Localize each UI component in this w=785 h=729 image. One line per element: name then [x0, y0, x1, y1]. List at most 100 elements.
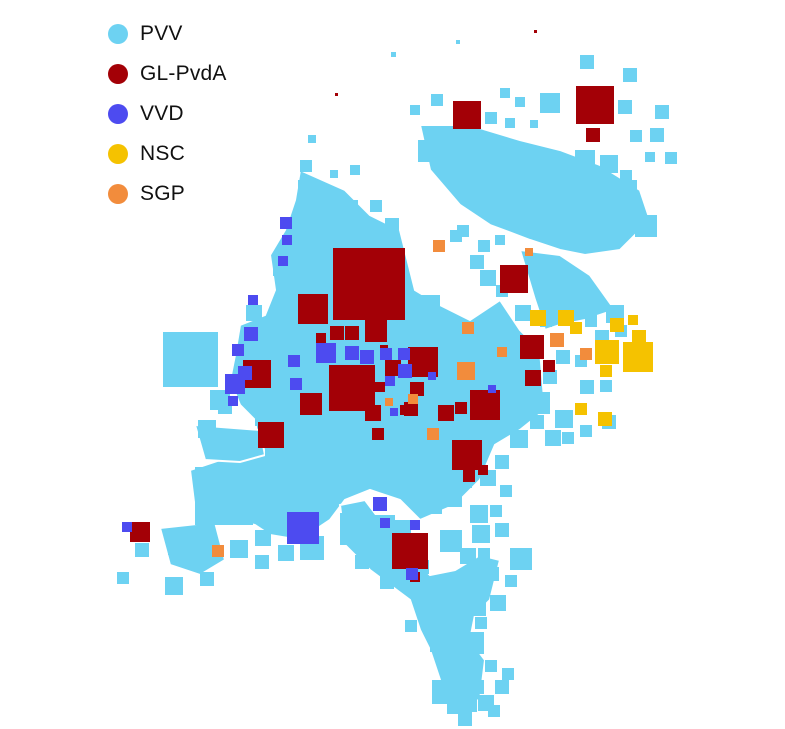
municipality-square-vvd-222: [288, 355, 300, 367]
municipality-square-nsc-249: [598, 412, 612, 426]
municipality-square-nsc-244: [570, 322, 582, 334]
municipality-square-pvv-39: [490, 205, 504, 219]
municipality-square-gl-pvda-195: [410, 382, 424, 396]
municipality-square-nsc-240: [595, 340, 619, 364]
municipality-square-pvv-70: [198, 420, 216, 438]
municipality-square-sgp-255: [408, 394, 418, 404]
municipality-square-pvv-146: [255, 555, 269, 569]
municipality-square-gl-pvda-207: [392, 533, 428, 569]
municipality-square-pvv-144: [255, 530, 271, 546]
municipality-square-gl-pvda-179: [453, 101, 481, 129]
municipality-square-pvv-112: [460, 548, 476, 564]
municipality-square-pvv-49: [520, 215, 534, 229]
municipality-square-pvv-47: [580, 190, 590, 200]
municipality-square-pvv-151: [117, 572, 129, 584]
municipality-square-pvv-149: [168, 545, 178, 555]
municipality-square-pvv-83: [372, 438, 394, 460]
municipality-square-pvv-111: [440, 530, 462, 552]
municipality-square-pvv-99: [505, 395, 521, 411]
municipality-square-nsc-239: [623, 342, 653, 372]
municipality-square-pvv-52: [308, 135, 316, 143]
municipality-square-sgp-258: [212, 545, 224, 557]
municipality-square-pvv-102: [420, 390, 442, 412]
municipality-square-pvv-113: [478, 548, 490, 560]
municipality-square-pvv-263: [456, 40, 460, 44]
municipality-square-pvv-155: [428, 580, 440, 592]
municipality-square-pvv-42: [555, 225, 569, 239]
municipality-square-pvv-137: [380, 575, 394, 589]
municipality-square-vvd-230: [373, 497, 387, 511]
municipality-square-sgp-260: [385, 398, 393, 406]
municipality-square-pvv-8: [406, 295, 440, 329]
municipality-square-pvv-116: [505, 575, 517, 587]
legend-item-pvv: PVV: [108, 14, 227, 54]
municipality-square-pvv-25: [665, 152, 677, 164]
municipality-square-pvv-6: [163, 332, 218, 387]
municipality-square-gl-pvda-187: [345, 326, 359, 340]
municipality-square-pvv-57: [340, 200, 358, 218]
municipality-square-pvv-118: [470, 600, 486, 616]
municipality-square-pvv-17: [485, 112, 497, 124]
municipality-square-vvd-234: [406, 568, 418, 580]
municipality-square-pvv-16: [540, 93, 560, 113]
municipality-square-gl-pvda-181: [500, 265, 528, 293]
municipality-square-pvv-18: [505, 118, 515, 128]
municipality-square-pvv-15: [515, 97, 525, 107]
municipality-square-pvv-27: [418, 140, 440, 162]
municipality-square-nsc-246: [632, 330, 646, 344]
municipality-square-pvv-93: [510, 430, 528, 448]
municipality-square-vvd-229: [398, 364, 412, 378]
municipality-square-pvv-32: [520, 165, 532, 177]
municipality-square-vvd-236: [488, 385, 496, 393]
municipality-square-nsc-248: [575, 403, 587, 415]
municipality-square-pvv-56: [385, 218, 399, 232]
municipality-square-pvv-37: [625, 180, 637, 192]
municipality-square-pvv-125: [455, 690, 477, 712]
municipality-square-pvv-141: [395, 520, 411, 536]
municipality-square-pvv-110: [495, 523, 509, 537]
municipality-square-pvv-107: [490, 505, 502, 517]
municipality-square-pvv-172: [470, 255, 484, 269]
municipality-square-vvd-214: [282, 235, 292, 245]
municipality-square-gl-pvda-203: [520, 335, 544, 359]
municipality-square-gl-pvda-185: [300, 393, 322, 415]
municipality-square-pvv-36: [620, 170, 632, 182]
municipality-square-pvv-174: [457, 225, 469, 237]
municipality-square-pvv-46: [600, 195, 614, 209]
municipality-square-pvv-22: [630, 130, 642, 142]
municipality-square-pvv-54: [330, 170, 338, 178]
municipality-square-pvv-50: [495, 235, 505, 245]
municipality-square-pvv-44: [590, 228, 600, 238]
municipality-square-pvv-143: [270, 518, 286, 534]
municipality-square-vvd-211: [287, 512, 319, 544]
municipality-square-pvv-121: [455, 655, 471, 671]
legend-swatch-sgp: [108, 184, 128, 204]
municipality-square-nsc-241: [600, 365, 612, 377]
municipality-square-gl-pvda-180: [586, 128, 600, 142]
municipality-square-vvd-221: [228, 396, 238, 406]
municipality-square-vvd-215: [278, 256, 288, 266]
municipality-square-pvv-73: [210, 440, 224, 454]
municipality-square-sgp-256: [427, 428, 439, 440]
municipality-square-pvv-24: [645, 152, 655, 162]
municipality-square-pvv-48: [450, 175, 466, 191]
municipality-square-pvv-122: [485, 660, 497, 672]
municipality-square-pvv-148: [185, 535, 197, 547]
municipality-square-pvv-45: [635, 215, 657, 237]
municipality-square-pvv-128: [502, 668, 514, 680]
municipality-square-vvd-220: [225, 374, 245, 394]
municipality-square-pvv-134: [440, 615, 454, 629]
municipality-square-sgp-253: [457, 362, 475, 380]
municipality-square-pvv-168: [556, 350, 570, 364]
municipality-square-pvv-11: [623, 68, 637, 82]
legend: PVV GL-PvdA VVD NSC SGP: [108, 14, 227, 214]
municipality-square-pvv-14: [500, 88, 510, 98]
municipality-square-gl-pvda-262: [335, 93, 338, 96]
municipality-square-pvv-38: [500, 185, 512, 197]
municipality-square-pvv-133: [405, 620, 417, 632]
municipality-square-pvv-41: [540, 200, 552, 212]
municipality-square-vvd-233: [122, 522, 132, 532]
municipality-square-gl-pvda-186: [365, 320, 387, 342]
municipality-square-pvv-75: [265, 450, 281, 466]
